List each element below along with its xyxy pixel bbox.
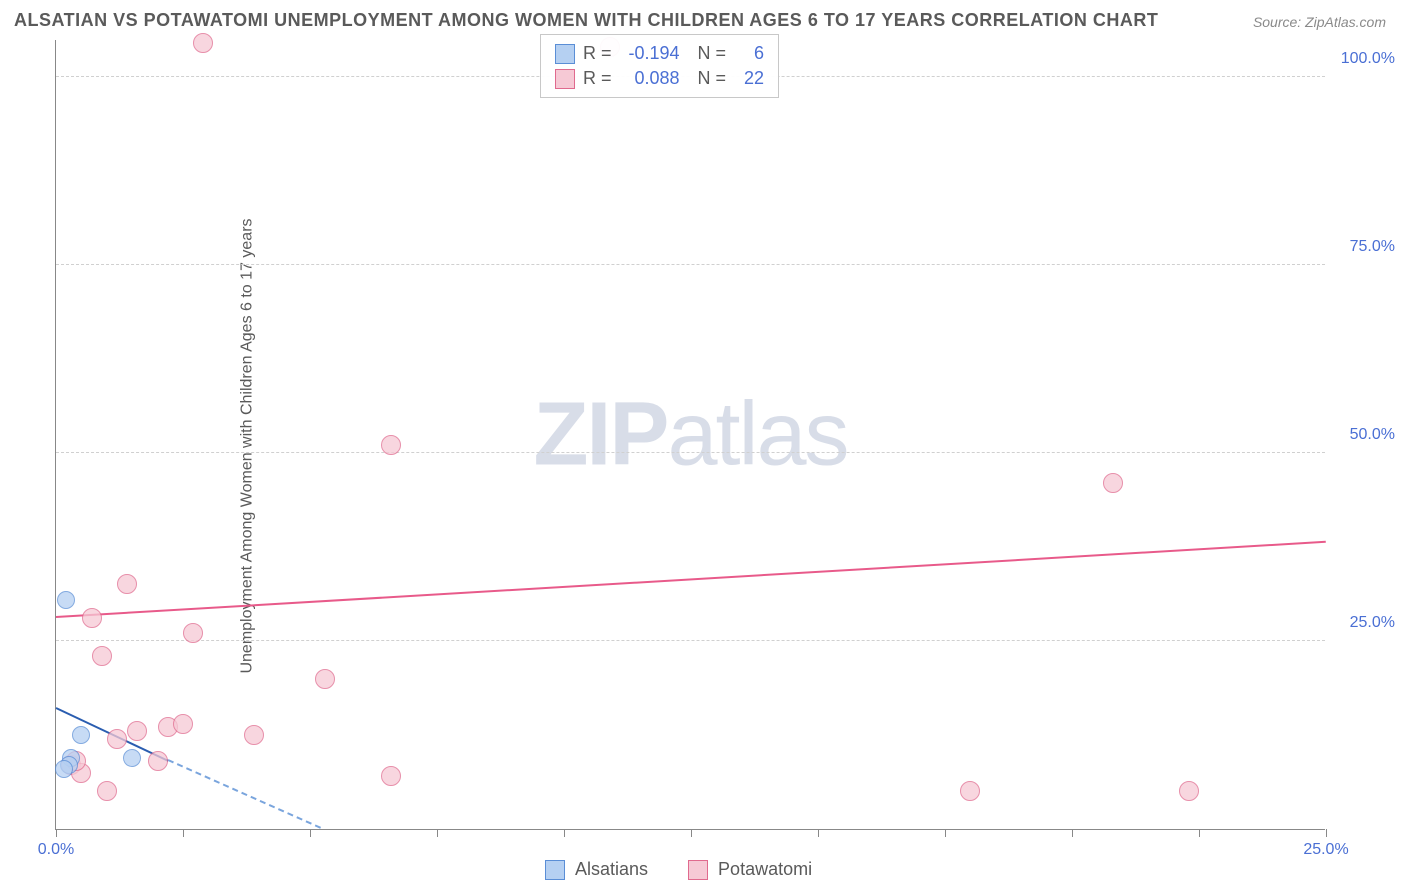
data-point-potawatomi: [117, 574, 137, 594]
legend-label-alsatians: Alsatians: [575, 859, 648, 880]
data-point-potawatomi: [127, 721, 147, 741]
data-point-potawatomi: [381, 435, 401, 455]
legend-item-potawatomi: Potawatomi: [688, 859, 812, 880]
data-point-potawatomi: [92, 646, 112, 666]
data-point-potawatomi: [381, 766, 401, 786]
legend-chip-potawatomi: [688, 860, 708, 880]
legend-series: Alsatians Potawatomi: [545, 859, 812, 880]
legend-n-label: N =: [688, 68, 727, 89]
y-tick-label: 75.0%: [1350, 238, 1395, 256]
chart-plot-area: ZIPatlas 25.0%50.0%75.0%100.0%0.0%25.0%: [55, 40, 1325, 830]
x-tick-label: 0.0%: [38, 841, 74, 859]
gridline: [56, 640, 1325, 641]
gridline: [56, 264, 1325, 265]
x-tick: [310, 829, 311, 837]
legend-stats-row-potawatomi: R = 0.088 N = 22: [555, 66, 764, 91]
legend-chip-potawatomi: [555, 69, 575, 89]
x-tick: [818, 829, 819, 837]
data-point-potawatomi: [1179, 781, 1199, 801]
data-point-alsatians: [72, 726, 90, 744]
data-point-potawatomi: [148, 751, 168, 771]
y-tick-label: 25.0%: [1350, 614, 1395, 632]
legend-r-label: R =: [583, 43, 612, 64]
y-tick-label: 50.0%: [1350, 426, 1395, 444]
data-point-potawatomi: [107, 729, 127, 749]
data-point-alsatians: [57, 591, 75, 609]
x-tick: [183, 829, 184, 837]
watermark-bold: ZIP: [533, 384, 667, 484]
data-point-potawatomi: [173, 714, 193, 734]
x-tick: [945, 829, 946, 837]
regression-line: [167, 759, 320, 829]
legend-chip-alsatians: [545, 860, 565, 880]
legend-item-alsatians: Alsatians: [545, 859, 648, 880]
x-tick-label: 25.0%: [1303, 841, 1348, 859]
legend-n-value-potawatomi: 22: [734, 68, 764, 89]
regression-line: [56, 541, 1326, 618]
data-point-potawatomi: [193, 33, 213, 53]
legend-stats: R = -0.194 N = 6 R = 0.088 N = 22: [540, 34, 779, 98]
chart-title: ALSATIAN VS POTAWATOMI UNEMPLOYMENT AMON…: [14, 10, 1158, 31]
legend-r-value-alsatians: -0.194: [620, 43, 680, 64]
data-point-potawatomi: [244, 725, 264, 745]
x-tick: [564, 829, 565, 837]
data-point-potawatomi: [97, 781, 117, 801]
legend-r-label: R =: [583, 68, 612, 89]
x-tick: [437, 829, 438, 837]
x-tick: [691, 829, 692, 837]
legend-r-value-potawatomi: 0.088: [620, 68, 680, 89]
x-tick: [1199, 829, 1200, 837]
x-tick: [1072, 829, 1073, 837]
gridline: [56, 452, 1325, 453]
source-label: Source: ZipAtlas.com: [1253, 14, 1386, 30]
data-point-potawatomi: [315, 669, 335, 689]
legend-n-value-alsatians: 6: [734, 43, 764, 64]
data-point-potawatomi: [1103, 473, 1123, 493]
legend-label-potawatomi: Potawatomi: [718, 859, 812, 880]
data-point-alsatians: [123, 749, 141, 767]
data-point-potawatomi: [183, 623, 203, 643]
data-point-potawatomi: [960, 781, 980, 801]
watermark: ZIPatlas: [533, 383, 847, 486]
legend-stats-row-alsatians: R = -0.194 N = 6: [555, 41, 764, 66]
x-tick: [1326, 829, 1327, 837]
data-point-alsatians: [55, 760, 73, 778]
x-tick: [56, 829, 57, 837]
data-point-potawatomi: [82, 608, 102, 628]
watermark-light: atlas: [667, 384, 847, 484]
legend-n-label: N =: [688, 43, 727, 64]
y-tick-label: 100.0%: [1341, 50, 1395, 68]
legend-chip-alsatians: [555, 44, 575, 64]
